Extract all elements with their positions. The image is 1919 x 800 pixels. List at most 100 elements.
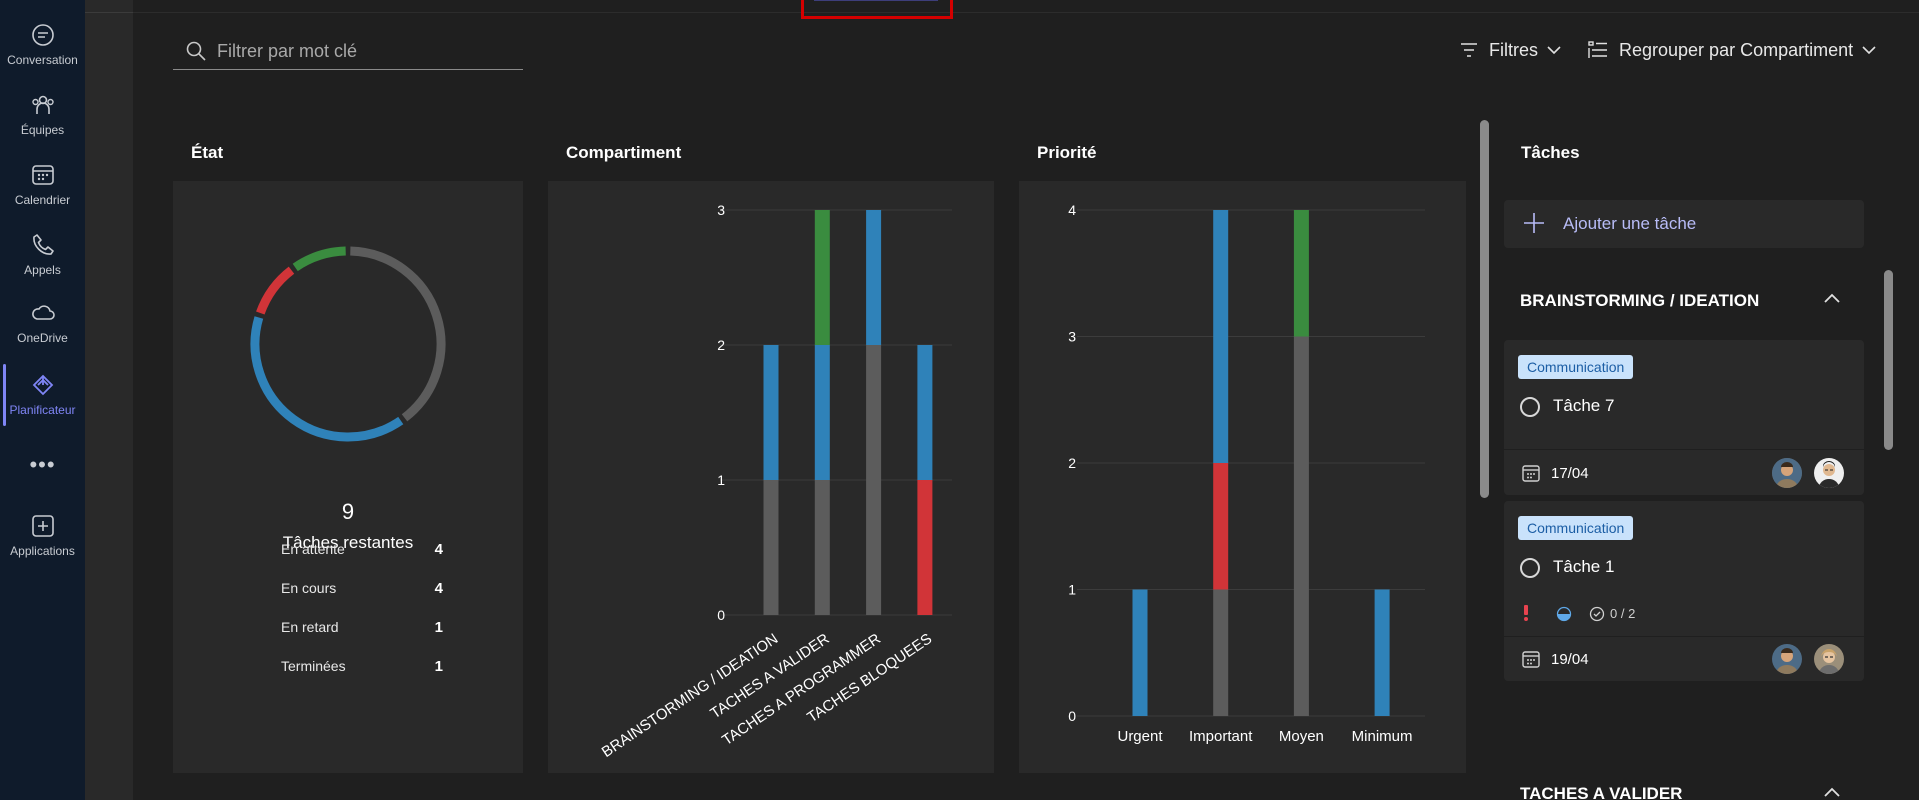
legend-value: 4 [434,541,443,558]
card-divider [1504,636,1864,637]
complete-checkbox[interactable] [1520,558,1540,578]
donut-slice [292,246,346,272]
charts-scrollbar[interactable] [1480,120,1489,498]
avatar[interactable] [1772,458,1802,488]
group-by-label: Regrouper par Compartiment [1619,39,1854,60]
bar-segment [814,345,830,480]
x-tick-label: Urgent [1117,728,1163,745]
cloud-icon [31,305,55,320]
bar-segment [917,345,933,480]
rail-label-calls: Appels [24,263,61,277]
rail-label-planner: Planificateur [9,403,76,417]
rail-label-conversation: Conversation [7,53,78,67]
legend-label: En cours [281,580,337,596]
y-tick-label: 3 [1068,329,1076,345]
filters-button[interactable]: Filtres [1460,36,1561,64]
bar-segment [1213,210,1229,463]
legend-value: 1 [434,658,443,675]
bar-segment [866,345,882,615]
bar-segment [1374,589,1390,716]
tasks-scrollbar[interactable] [1884,270,1893,450]
x-tick-label: Important [1189,728,1253,745]
state-card-title: État [191,143,224,162]
avatar-person-icon [1814,458,1844,488]
bucket-header: BRAINSTORMING / IDEATION [1520,291,1760,310]
checklist-count: 0 / 2 [1610,606,1636,621]
chevron-down-icon [1862,45,1876,54]
y-tick-label: 2 [717,337,725,353]
search-box[interactable] [173,36,523,70]
add-apps-icon [31,515,54,537]
legend-value: 4 [434,580,443,597]
y-tick-label: 0 [717,607,725,623]
bar-segment [1293,210,1309,337]
bar-segment [1293,336,1309,716]
task-label-tag: Communication [1518,355,1634,379]
bucket-card-title: Compartiment [566,143,682,162]
bar-segment [814,480,830,615]
legend-label: En attente [281,541,345,557]
y-tick-label: 2 [1068,455,1076,471]
avatar[interactable] [1814,458,1844,488]
chevron-up-icon[interactable] [1823,786,1841,798]
rail-item-conversation[interactable]: Conversation [0,18,85,80]
highlight-box [801,0,953,19]
priority-card: 0 1 2 3 4 Urgent Important Moyen Minimum [1019,181,1466,773]
task-card-1[interactable]: Communication Tâche 1 0 / 2 19/04 [1504,501,1864,681]
legend-row-in-progress: En cours 4 [281,580,443,602]
rail-item-calendar[interactable]: Calendrier [0,158,85,220]
checklist-icon [1589,606,1605,622]
rail-item-onedrive[interactable]: OneDrive [0,296,85,358]
card-divider [1504,449,1864,450]
calendar-icon [1522,465,1540,482]
chevron-down-icon [1547,45,1561,54]
rail-item-teams[interactable]: Équipes [0,88,85,150]
rail-item-calls[interactable]: Appels [0,228,85,290]
task-name: Tâche 7 [1553,396,1615,415]
chat-icon [31,24,54,46]
rail-item-planner[interactable]: Planificateur [0,364,85,430]
tasks-title: Tâches [1521,143,1580,162]
group-by-button[interactable]: Regrouper par Compartiment [1588,36,1876,64]
add-task-button[interactable]: Ajouter une tâche [1504,200,1864,248]
avatar-person-icon [1814,644,1844,674]
x-tick-label: Minimum [1352,728,1413,745]
channel-strip [85,0,133,800]
bucket-card: 0 1 2 3 BRAINSTORMING / IDEATION TACHES A VAL… [548,181,994,773]
rail-label-onedrive: OneDrive [17,331,68,345]
avatar[interactable] [1814,644,1844,674]
remaining-count: 9 [341,499,355,524]
rail-item-applications[interactable]: Applications [0,509,85,571]
filter-icon [1461,43,1477,57]
more-apps-button[interactable]: ••• [0,452,85,478]
more-icon: ••• [29,452,56,477]
urgent-priority-icon [1524,605,1528,621]
plus-icon [1524,213,1544,233]
calendar-icon [1522,651,1540,668]
y-tick-label: 1 [1068,582,1076,598]
task-name: Tâche 1 [1553,557,1615,576]
y-tick-label: 1 [717,472,725,488]
bar-segment [814,210,830,345]
due-date: 19/04 [1551,651,1589,668]
search-input[interactable] [217,36,517,66]
y-tick-label: 4 [1068,202,1076,218]
chevron-up-icon[interactable] [1823,292,1841,304]
task-card-7[interactable]: Communication Tâche 7 17/04 [1504,340,1864,495]
legend-row-done: Terminées 1 [281,658,443,680]
avatar-person-icon [1772,644,1802,674]
state-donut-chart [250,246,446,442]
priority-card-title: Priorité [1037,143,1097,162]
app-rail: Conversation Équipes Calendrier Appels O… [0,0,85,800]
avatar[interactable] [1772,644,1802,674]
bar-segment [763,480,779,615]
y-tick-label: 3 [717,202,725,218]
bar-segment [763,345,779,480]
legend-row-late: En retard 1 [281,619,443,641]
legend-label: Terminées [281,658,346,674]
task-label-tag: Communication [1518,516,1634,540]
complete-checkbox[interactable] [1520,397,1540,417]
bucket-header: TACHES A VALIDER [1520,784,1683,800]
y-tick-label: 0 [1068,708,1076,724]
donut-slice [256,266,295,315]
